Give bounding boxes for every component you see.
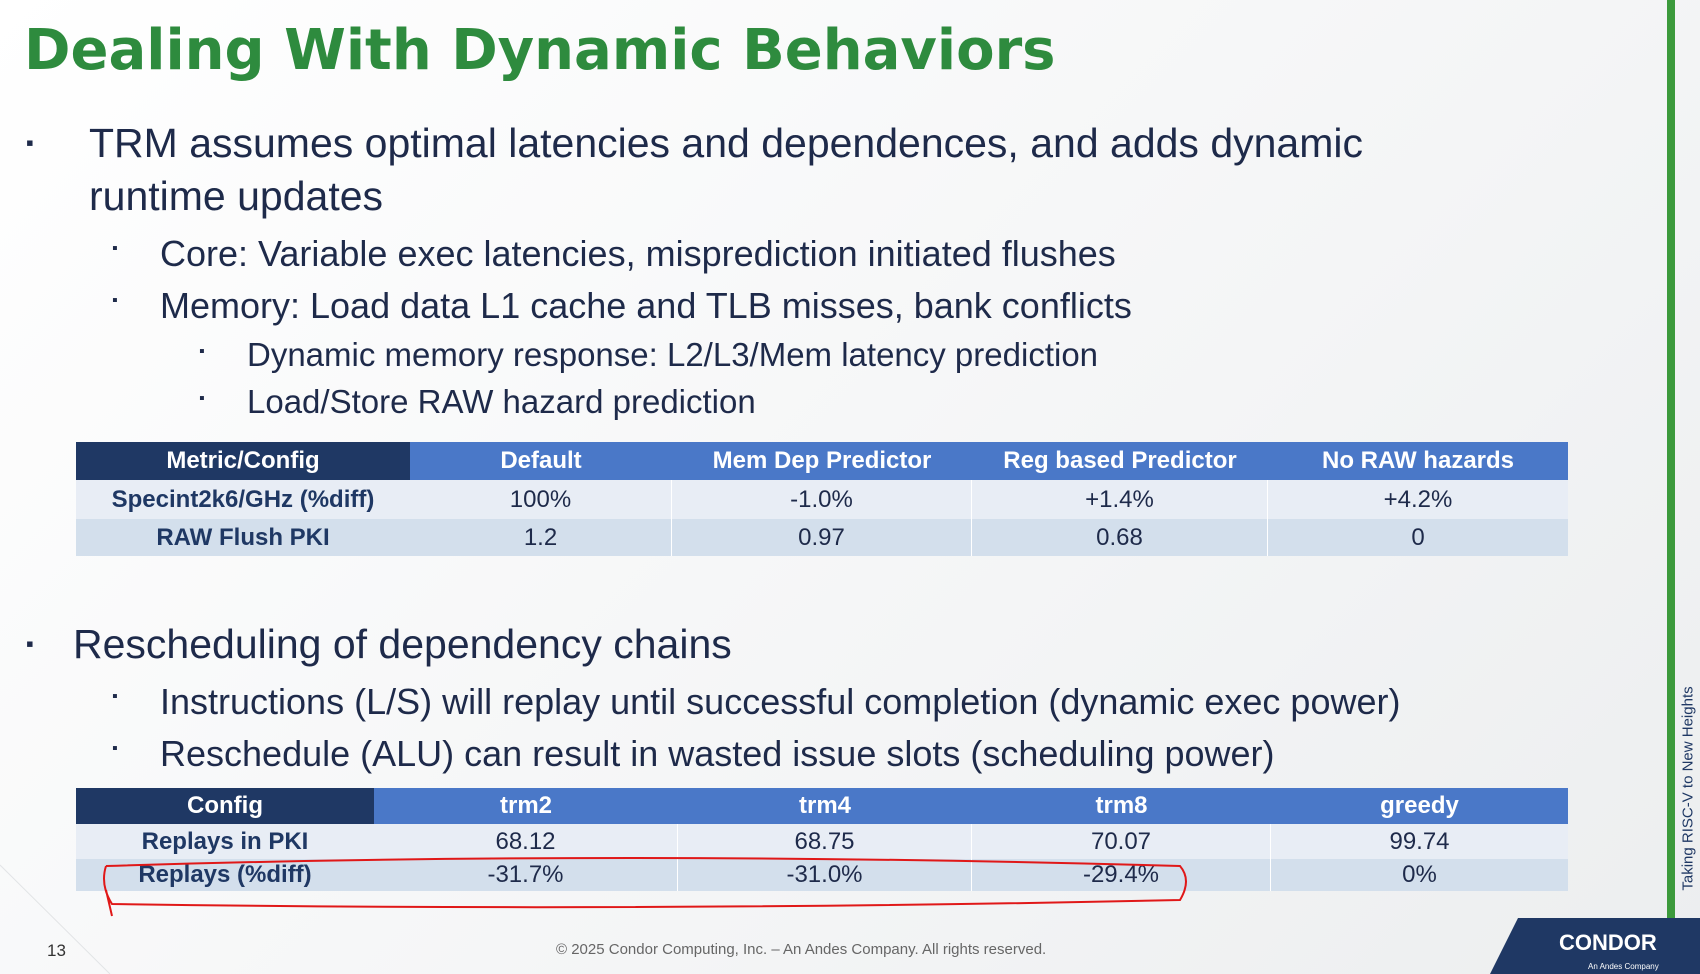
bullet-marker: ▪ (112, 740, 118, 757)
table-cell: 0.68 (972, 519, 1268, 556)
table-cell: Specint2k6/GHz (%diff) (76, 480, 410, 519)
table-header-cell: Reg based Predictor (972, 442, 1268, 480)
table-cell: 0 (1268, 519, 1568, 556)
red-ellipse (103, 857, 1187, 917)
decor-line (0, 864, 111, 974)
table-cell: -31.0% (678, 859, 972, 891)
table-cell: +4.2% (1268, 480, 1568, 519)
logo-name: CONDOR (1559, 930, 1657, 955)
table-header-cell: Default (410, 442, 672, 480)
sub-bullet-text: Memory: Load data L1 cache and TLB misse… (160, 285, 1132, 326)
table-cell: Replays in PKI (76, 824, 374, 859)
table-cell: 100% (410, 480, 672, 519)
table-cell: 0% (1271, 859, 1568, 891)
table-header-cell: trm2 (374, 788, 678, 824)
table-cell: -31.7% (374, 859, 678, 891)
sub-sub-bullet-text: Load/Store RAW hazard prediction (247, 383, 756, 420)
table-cell: 99.74 (1271, 824, 1568, 859)
bullet-text: Rescheduling of dependency chains (73, 621, 732, 667)
table-header-cell: greedy (1271, 788, 1568, 824)
sub-bullet-text: Core: Variable exec latencies, mispredic… (160, 233, 1116, 274)
page-number: 13 (47, 941, 66, 960)
logo-tagline: An Andes Company (1588, 962, 1659, 971)
table-cell: -1.0% (672, 480, 972, 519)
table-header-cell: trm8 (972, 788, 1271, 824)
table-cell: 68.12 (374, 824, 678, 859)
logo-box (1490, 918, 1700, 974)
sub-bullet-text: Instructions (L/S) will replay until suc… (160, 681, 1401, 722)
bullet-text: runtime updates (89, 173, 384, 219)
table-header-cell: No RAW hazards (1268, 442, 1568, 480)
bullet-text: TRM assumes optimal latencies and depend… (89, 120, 1363, 166)
bullet-marker: ▪ (112, 292, 118, 309)
table-cell: +1.4% (972, 480, 1268, 519)
table-header-cell: Mem Dep Predictor (672, 442, 972, 480)
bullet-marker: ▪ (26, 631, 34, 656)
bullet-marker: ▪ (26, 130, 34, 155)
table-cell: 70.07 (972, 824, 1271, 859)
side-text: Taking RISC-V to New Heights (1679, 686, 1697, 891)
table-cell: Replays (%diff) (76, 859, 374, 891)
copyright: © 2025 Condor Computing, Inc. – An Andes… (556, 941, 1047, 958)
table-header-cell: trm4 (678, 788, 972, 824)
table-cell: 68.75 (678, 824, 972, 859)
bullet-marker: ▪ (112, 688, 118, 705)
bullet-marker: ▪ (199, 390, 205, 407)
bullet-marker: ▪ (199, 343, 205, 360)
green-bar (1667, 0, 1675, 918)
table-cell: 0.97 (672, 519, 972, 556)
table-header-cell: Metric/Config (76, 442, 410, 480)
table-header-cell: Config (76, 788, 374, 824)
bullet-marker: ▪ (112, 240, 118, 257)
sub-sub-bullet-text: Dynamic memory response: L2/L3/Mem laten… (247, 336, 1099, 373)
table-cell: RAW Flush PKI (76, 519, 410, 556)
table-cell: 1.2 (410, 519, 672, 556)
sub-bullet-text: Reschedule (ALU) can result in wasted is… (160, 733, 1275, 774)
slide-title: Dealing With Dynamic Behaviors (24, 18, 1056, 83)
